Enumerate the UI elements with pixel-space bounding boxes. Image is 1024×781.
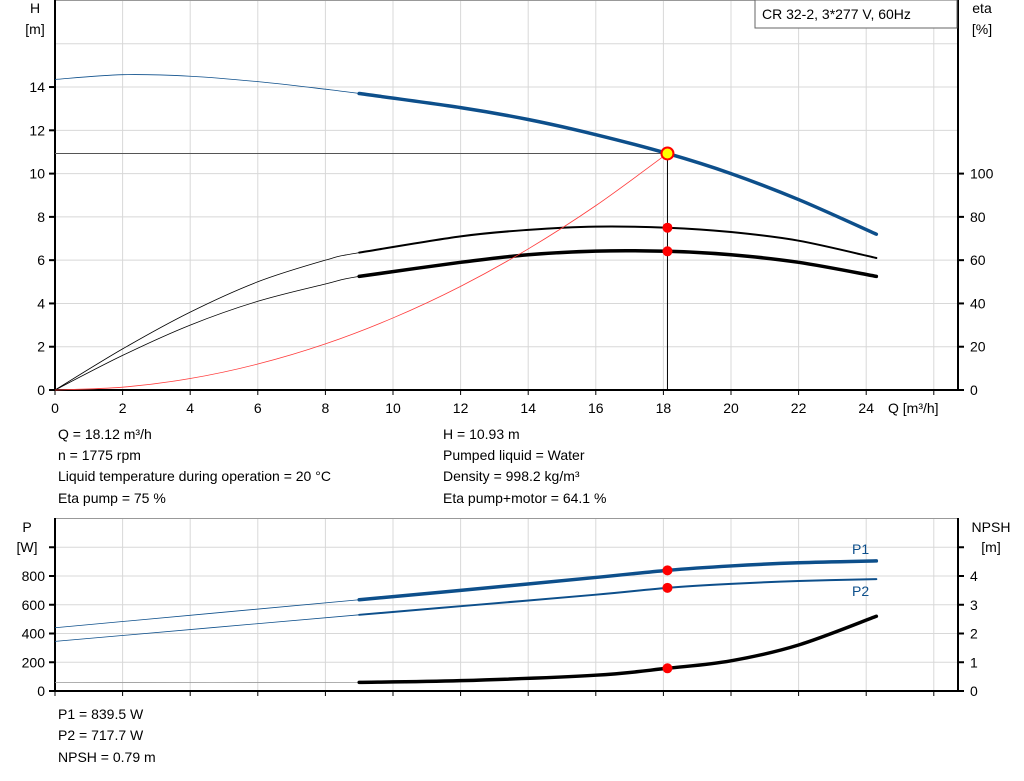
series-thin-line [54,250,877,391]
npsh-axis-label: NPSH [972,519,1011,535]
p2-legend: P2 [852,583,869,599]
series-thin-line [54,560,877,629]
y2-tick-label: 1 [970,654,978,670]
y2-tick-label: 80 [970,209,986,225]
y-tick-label: 800 [22,568,46,584]
y-tick-label: 10 [29,166,45,182]
system-curve [54,153,668,391]
info-liquid: Pumped liquid = Water [443,447,585,463]
duty-point-marker [662,222,673,233]
x-tick-label: 24 [858,400,874,416]
operating-point [660,146,675,161]
series-curve [357,248,879,279]
p2-curve [358,578,878,616]
npsh-axis-unit: [m] [981,539,1000,555]
p1-curve [357,559,879,602]
info-temp: Liquid temperature during operation = 20… [58,468,331,484]
x-tick-label: 14 [520,400,536,416]
y-tick-label: 400 [22,626,46,642]
eta-axis-unit: [%] [972,21,992,37]
duty-point-marker [662,565,673,576]
series-curve [357,614,879,685]
x-tick-label: 10 [385,400,401,416]
duty-point-marker [662,663,673,674]
info-n: n = 1775 rpm [58,447,141,463]
y-tick-label: 12 [29,122,45,138]
y2-tick-label: 40 [970,295,986,311]
p-axis-label: P [22,519,31,535]
info-p2: P2 = 717.7 W [58,727,144,743]
x-tick-label: 12 [453,400,469,416]
series-curve [358,225,878,259]
info-h: H = 10.93 m [443,426,520,442]
series-thin-line [54,615,877,683]
y2-tick-label: 4 [970,568,978,584]
eta-axis-label: eta [972,0,992,16]
info-q: Q = 18.12 m³/h [58,426,152,442]
info-p1: P1 = 839.5 W [58,706,144,722]
x-tick-label: 20 [723,400,739,416]
x-tick-label: 4 [186,400,194,416]
info-eta-pump: Eta pump = 75 % [58,490,166,506]
y-tick-label: 2 [37,339,45,355]
y2-tick-label: 0 [970,382,978,398]
y2-tick-label: 3 [970,597,978,613]
duty-point-marker [662,582,673,593]
y-tick-label: 14 [29,79,45,95]
h-axis-unit: [m] [25,21,44,37]
x-tick-label: 2 [119,400,127,416]
y-tick-label: 200 [22,654,46,670]
x-tick-label: 6 [254,400,262,416]
info-npsh: NPSH = 0.79 m [58,749,156,765]
title-box [754,0,958,29]
chart-marks [54,74,879,685]
y-tick-label: 6 [37,252,45,268]
y-tick-label: 0 [37,683,45,699]
x-tick-label: 0 [51,400,59,416]
y2-tick-label: 0 [970,683,978,699]
y2-tick-label: 100 [970,166,994,182]
x-tick-label: 18 [656,400,672,416]
series-thin-line [54,74,877,235]
duty-point-marker [662,246,673,257]
info-density: Density = 998.2 kg/m³ [443,468,580,484]
x-tick-label: 22 [791,400,807,416]
y-tick-label: 600 [22,597,46,613]
x-tick-label: 16 [588,400,604,416]
series-curve [357,91,879,236]
info-eta-total: Eta pump+motor = 64.1 % [443,490,606,506]
p-axis-unit: [W] [17,539,38,555]
h-axis-label: H [30,0,40,16]
q-axis-label: Q [m³/h] [888,400,939,416]
y2-tick-label: 60 [970,252,986,268]
y2-tick-label: 2 [970,626,978,642]
y2-tick-label: 20 [970,339,986,355]
y-tick-label: 0 [37,382,45,398]
p1-legend: P1 [852,541,869,557]
x-tick-label: 8 [322,400,330,416]
y-tick-label: 8 [37,209,45,225]
series-thin-line [54,226,877,391]
bottom-grid: 0 200 400 600 800 0 1 2 3 4 [22,518,978,699]
y-tick-label: 4 [37,295,45,311]
chart-title: CR 32-2, 3*277 V, 60Hz [762,6,911,22]
